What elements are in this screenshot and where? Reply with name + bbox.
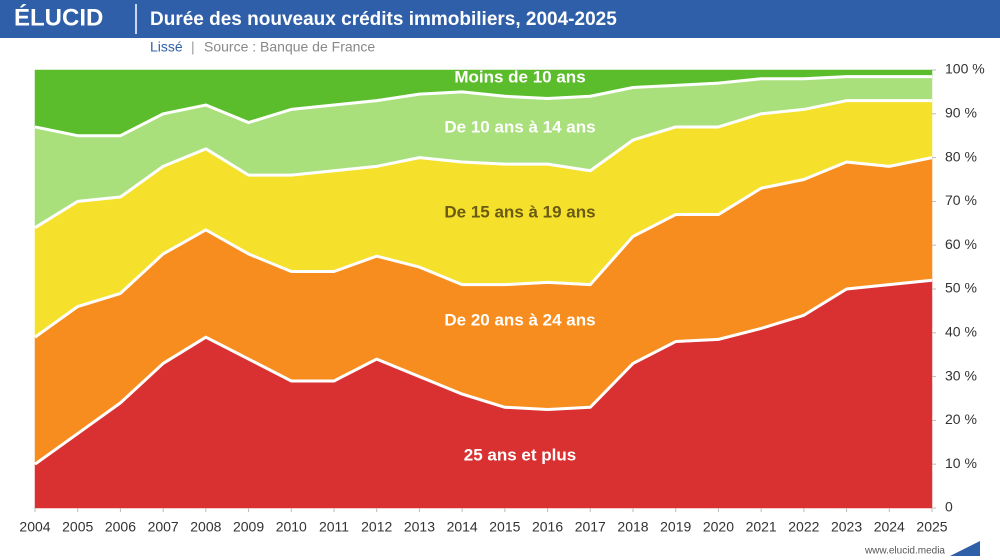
x-tick-label: 2015 xyxy=(489,519,520,535)
y-tick-label: 100 % xyxy=(945,61,985,77)
chart-title: Durée des nouveaux crédits immobiliers, … xyxy=(150,9,617,30)
y-tick-label: 30 % xyxy=(945,367,977,383)
x-tick-label: 2023 xyxy=(831,519,862,535)
series-label: De 15 ans à 19 ans xyxy=(444,202,595,221)
series-label: De 10 ans à 14 ans xyxy=(444,117,595,136)
y-tick-label: 60 % xyxy=(945,236,977,252)
boundary-line xyxy=(34,75,932,138)
x-tick-label: 2020 xyxy=(703,519,734,535)
footer: www.elucid.media xyxy=(864,546,945,557)
boundary-line xyxy=(34,278,933,466)
x-tick-label: 2011 xyxy=(319,519,349,535)
x-tick-label: 2021 xyxy=(746,519,777,535)
x-tick-label: 2006 xyxy=(105,519,136,535)
y-tick-label: 80 % xyxy=(945,148,977,164)
y-tick-label: 40 % xyxy=(945,324,977,340)
y-tick-label: 20 % xyxy=(945,411,977,427)
separator: | xyxy=(191,39,195,55)
x-tick-label: 2008 xyxy=(190,519,221,535)
series-label: 25 ans et plus xyxy=(464,445,576,464)
subtitle: Lissé xyxy=(150,39,183,55)
x-tick-label: 2010 xyxy=(276,519,307,535)
y-tick-label: 70 % xyxy=(945,192,977,208)
x-tick-label: 2022 xyxy=(788,519,819,535)
brand: ÉLUCID xyxy=(14,3,103,31)
x-tick-label: 2009 xyxy=(233,519,264,535)
x-tick-label: 2014 xyxy=(447,519,478,535)
x-tick-label: 2019 xyxy=(660,519,691,535)
series-label: Moins de 10 ans xyxy=(454,67,585,86)
y-tick-label: 10 % xyxy=(945,455,977,471)
footer-icon xyxy=(950,541,980,556)
x-tick-label: 2016 xyxy=(532,519,563,535)
y-tick-label: 90 % xyxy=(945,105,977,121)
boundary-line xyxy=(34,99,932,229)
x-tick-label: 2005 xyxy=(62,519,93,535)
x-tick-label: 2007 xyxy=(148,519,179,535)
x-tick-label: 2025 xyxy=(916,519,947,535)
source: Source : Banque de France xyxy=(204,39,375,55)
x-tick-label: 2017 xyxy=(575,519,606,535)
y-tick-label: 50 % xyxy=(945,280,977,296)
x-tick-label: 2018 xyxy=(617,519,648,535)
x-tick-label: 2004 xyxy=(19,519,50,535)
series-label: De 20 ans à 24 ans xyxy=(444,310,595,329)
boundary-line xyxy=(34,156,933,339)
x-tick-label: 2024 xyxy=(874,519,905,535)
x-tick-label: 2012 xyxy=(361,519,392,535)
y-tick-label: 0 xyxy=(945,499,953,515)
x-tick-label: 2013 xyxy=(404,519,435,535)
header-bar xyxy=(0,0,1000,38)
